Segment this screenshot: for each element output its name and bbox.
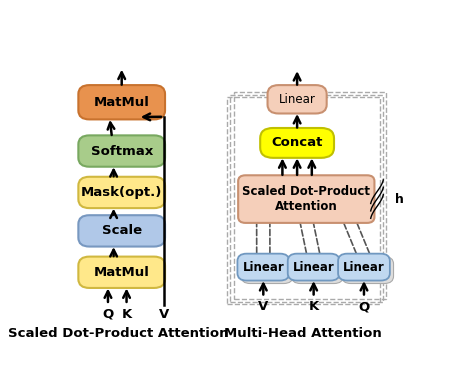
Text: Concat: Concat (272, 136, 323, 149)
Text: Multi-Head Attention: Multi-Head Attention (224, 327, 382, 340)
FancyBboxPatch shape (237, 254, 289, 281)
FancyBboxPatch shape (78, 215, 165, 247)
Text: Linear: Linear (293, 261, 335, 274)
Text: V: V (258, 300, 268, 313)
FancyBboxPatch shape (260, 128, 334, 158)
FancyBboxPatch shape (342, 257, 393, 283)
Text: Scale: Scale (101, 224, 142, 237)
Text: K: K (121, 308, 132, 321)
FancyBboxPatch shape (78, 177, 165, 208)
FancyBboxPatch shape (288, 254, 339, 281)
FancyBboxPatch shape (267, 85, 327, 114)
Text: Linear: Linear (343, 261, 385, 274)
Text: MatMul: MatMul (94, 96, 150, 109)
Text: Mask(opt.): Mask(opt.) (81, 186, 163, 199)
Text: Linear: Linear (242, 261, 284, 274)
Text: V: V (159, 308, 169, 321)
FancyBboxPatch shape (241, 257, 293, 283)
FancyBboxPatch shape (78, 257, 165, 288)
FancyBboxPatch shape (338, 254, 390, 281)
FancyBboxPatch shape (292, 257, 343, 283)
FancyBboxPatch shape (78, 85, 165, 119)
FancyBboxPatch shape (78, 136, 165, 167)
Text: Q: Q (102, 308, 114, 321)
Text: Scaled Dot-Product Attention: Scaled Dot-Product Attention (8, 327, 228, 340)
Text: Q: Q (358, 300, 370, 313)
FancyBboxPatch shape (238, 175, 374, 223)
Text: MatMul: MatMul (94, 266, 150, 279)
Text: h: h (395, 193, 404, 205)
Text: Scaled Dot-Product
Attention: Scaled Dot-Product Attention (242, 185, 370, 213)
Text: Linear: Linear (279, 93, 316, 106)
Text: K: K (309, 300, 319, 313)
Text: Softmax: Softmax (91, 144, 153, 157)
